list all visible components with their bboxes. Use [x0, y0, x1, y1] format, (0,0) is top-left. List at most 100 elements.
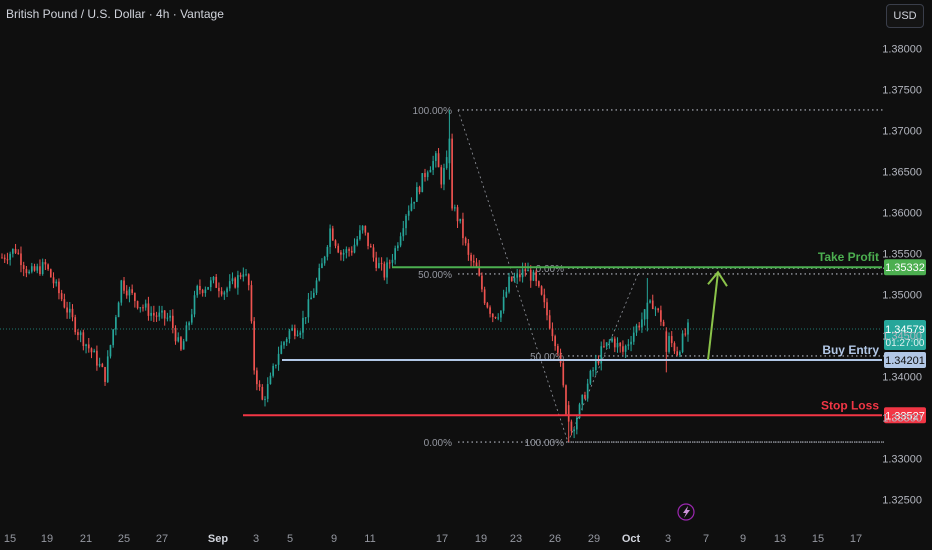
take-profit-price-tag — [884, 259, 926, 276]
candle — [687, 318, 689, 342]
candle — [654, 306, 657, 317]
candle — [361, 225, 364, 234]
candle — [321, 258, 323, 269]
y-tick-label: 1.37000 — [882, 125, 922, 137]
candle — [196, 284, 199, 298]
candle — [147, 296, 150, 321]
candle — [662, 319, 665, 327]
candle — [9, 251, 11, 266]
candle — [532, 269, 535, 282]
candle — [375, 251, 378, 272]
candle — [605, 342, 608, 350]
candle — [199, 279, 201, 295]
candle — [453, 204, 456, 212]
candle — [150, 306, 152, 321]
y-tick-label: 1.34500 — [882, 330, 922, 342]
candle — [269, 372, 272, 385]
candle — [215, 274, 218, 289]
candle — [239, 272, 242, 280]
x-tick-label: 23 — [510, 533, 522, 545]
candle — [139, 307, 142, 313]
candle — [510, 276, 513, 282]
fib-level-label: 0.00% — [424, 438, 452, 449]
candle — [82, 329, 85, 351]
candle — [220, 287, 223, 297]
candle — [207, 286, 209, 290]
candle — [478, 260, 481, 277]
current-price-tag — [884, 319, 926, 350]
candle — [33, 263, 36, 272]
candle — [394, 245, 397, 265]
y-tick-label: 1.34000 — [882, 371, 922, 383]
candle — [418, 185, 421, 195]
fib-trend-line — [457, 109, 569, 443]
fib-trend-line — [567, 273, 639, 443]
candle — [505, 287, 508, 298]
x-tick-label: 13 — [774, 533, 786, 545]
candle — [193, 290, 196, 318]
candle — [350, 246, 353, 256]
candle — [581, 394, 584, 411]
x-tick-label: 7 — [703, 533, 709, 545]
candle — [277, 346, 280, 371]
currency-button[interactable]: USD — [886, 4, 924, 28]
candle — [578, 402, 581, 420]
x-tick-label: 11 — [364, 533, 375, 545]
candle — [329, 224, 331, 254]
candle — [616, 337, 619, 353]
candle — [234, 276, 237, 289]
candle — [123, 276, 125, 294]
candle — [20, 246, 22, 273]
candle — [638, 322, 641, 331]
candle — [624, 344, 627, 358]
candle — [96, 345, 98, 371]
lightning-icon[interactable] — [677, 503, 695, 521]
candle — [348, 247, 350, 257]
candle — [310, 290, 312, 300]
candle — [619, 341, 622, 353]
candle — [407, 205, 410, 221]
candle — [679, 350, 681, 358]
candle — [627, 339, 630, 350]
candle — [600, 341, 603, 371]
candle — [142, 304, 144, 312]
candle — [649, 299, 651, 304]
x-tick-label: 5 — [287, 533, 293, 545]
candle — [326, 245, 329, 261]
candle — [557, 343, 559, 356]
candle — [177, 332, 180, 343]
buy-entry-price-tag — [884, 351, 926, 368]
candle — [315, 277, 318, 296]
y-tick-label: 1.35500 — [882, 248, 922, 260]
candle — [524, 262, 527, 277]
candle — [163, 310, 166, 326]
candle — [166, 312, 169, 322]
candle — [58, 278, 60, 300]
x-tick-label: Oct — [622, 533, 641, 545]
candle — [112, 328, 115, 348]
candle — [364, 225, 367, 236]
buy-entry-price-text: 1.34201 — [885, 355, 925, 367]
candle — [6, 252, 9, 265]
x-tick-label: 25 — [118, 533, 130, 545]
candle — [245, 269, 247, 277]
candle — [445, 150, 448, 170]
candle — [296, 330, 299, 337]
candle — [226, 286, 228, 298]
arrow-head — [707, 270, 728, 287]
candle — [391, 253, 394, 268]
candle — [643, 309, 646, 326]
candle — [467, 239, 470, 261]
candle — [264, 396, 266, 407]
stop-loss-price-text: 1.33527 — [885, 410, 925, 422]
candle — [256, 367, 258, 391]
candle — [486, 301, 489, 309]
candle — [397, 242, 399, 251]
candle — [540, 285, 543, 296]
candle — [131, 284, 133, 295]
candle — [586, 378, 589, 402]
candle — [508, 272, 510, 294]
candle — [134, 292, 136, 308]
candle — [28, 269, 30, 275]
